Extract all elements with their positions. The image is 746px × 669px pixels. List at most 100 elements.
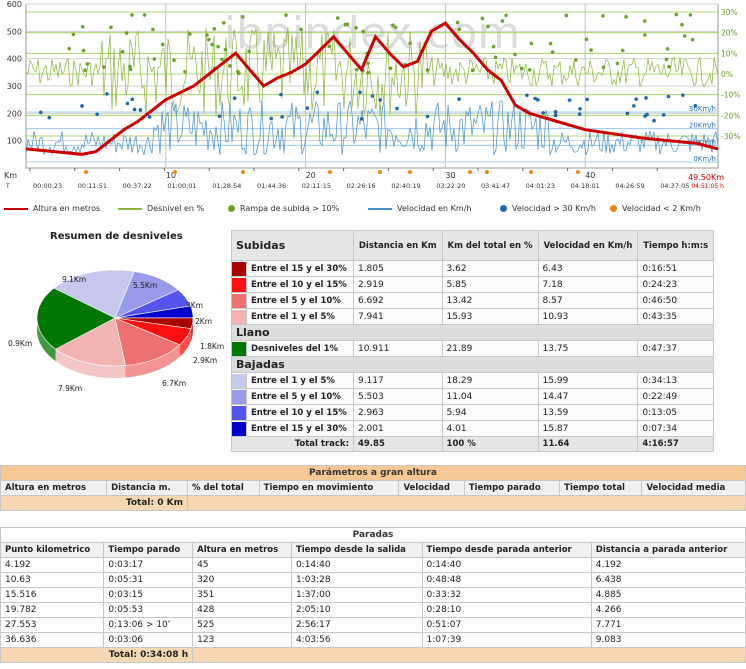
pie-label: 0.9Km — [8, 339, 32, 348]
legend-fast-points: Velocidad > 30 Km/h — [500, 204, 596, 213]
pie-label: 6.7Km — [162, 379, 186, 388]
climb-point — [128, 64, 132, 69]
range-label: Entre el 10 y el 15% — [246, 404, 354, 421]
fast-point — [644, 96, 648, 100]
fast-point — [279, 92, 283, 97]
parada-cell: 7.771 — [590, 617, 746, 633]
fast-point — [680, 93, 685, 97]
parada-cell: 525 — [192, 617, 292, 633]
climb-point — [366, 61, 370, 65]
climb-point — [80, 24, 85, 29]
climb-point — [188, 32, 192, 36]
parada-row: 36.636 0:03:06 123 4:03:56 1:07:39 9.083 — [0, 632, 746, 648]
pie-label: 9.1Km — [62, 275, 86, 284]
altura-title: Parámetros a gran altura — [0, 465, 746, 481]
fast-point — [132, 107, 137, 112]
climb-point — [520, 66, 524, 71]
slow-point — [328, 170, 332, 174]
time-tick: 04:18:01 — [571, 182, 600, 190]
time-tick: 01:00:01 — [167, 182, 196, 190]
paradas-col: Punto kilometrico — [0, 542, 105, 558]
parada-cell: 0:14:40 — [421, 557, 592, 573]
total-time: 4:16:57 — [637, 436, 714, 452]
climb-point — [207, 37, 211, 42]
pie-slice — [54, 317, 126, 367]
parada-cell: 2:56:17 — [290, 617, 423, 633]
climb-point — [361, 29, 365, 34]
pie-slice-side — [125, 344, 180, 378]
parada-cell: 0:14:40 — [290, 557, 423, 573]
climb-point — [393, 25, 398, 30]
distance-cell: 6.692 — [352, 292, 443, 309]
parada-cell: 27.553 — [0, 617, 105, 633]
distance-cell: 5.503 — [352, 388, 443, 405]
parada-cell: 0:33:32 — [421, 587, 592, 603]
time-cell: 0:46:50 — [637, 292, 714, 309]
y-right-tick: -10% — [721, 91, 740, 100]
climb-point — [493, 55, 498, 60]
fast-point — [315, 90, 320, 95]
parada-cell: 0:03:15 — [103, 587, 194, 603]
parada-cell: 4.266 — [590, 602, 746, 618]
grade-series — [25, 27, 719, 117]
parada-row: 10.63 0:05:31 320 1:03:28 0:48:48 6.438 — [0, 572, 746, 588]
y-left-tick: 500 — [7, 27, 22, 36]
climb-point — [142, 13, 147, 17]
legend-slow-points: Velocidad < 2 Km/h — [610, 204, 701, 213]
y-left-tick: 100 — [7, 137, 22, 146]
climb-point — [682, 34, 687, 38]
time-tick: 04:01:23 — [526, 182, 555, 190]
climb-point — [128, 67, 133, 72]
color-swatch — [231, 308, 247, 325]
climb-point — [574, 58, 578, 62]
climb-point — [343, 22, 348, 27]
time-tick: 00:00:23 — [33, 182, 62, 190]
climb-point — [584, 37, 589, 42]
speed-cell: 15.99 — [537, 372, 639, 389]
parada-cell: 19.782 — [0, 602, 105, 618]
desniveles-table: Subidas Distancia en Km Km del total en … — [231, 230, 714, 452]
color-swatch — [231, 292, 247, 309]
col-distancia: Distancia en Km — [352, 230, 443, 261]
altura-col: Velocidad media — [641, 480, 746, 496]
pie-label: 2.9Km — [193, 356, 217, 365]
climb-point — [664, 57, 669, 62]
climb-point — [366, 70, 370, 75]
parada-cell: 123 — [192, 632, 292, 648]
distance-cell: 7.941 — [352, 308, 443, 325]
slow-point — [173, 170, 177, 174]
climb-point — [124, 31, 129, 35]
climb-point — [81, 48, 86, 53]
time-tick: 04:37:05 — [660, 182, 689, 190]
desnivel-pie-chart: 9.1Km 5.5Km 3Km 2Km 1.8Km 2.9Km 6.7Km 7.9Km 0.9K… — [8, 269, 224, 393]
altura-table: Parámetros a gran altura Altura en metro… — [0, 465, 746, 511]
distance-cell: 2.919 — [352, 276, 443, 293]
climb-point — [425, 68, 430, 72]
percent-cell: 11.04 — [441, 388, 539, 405]
speed-tick: 10Km/h — [689, 138, 716, 146]
fast-point — [652, 118, 656, 123]
color-swatch — [231, 260, 247, 277]
parada-cell: 15.516 — [0, 587, 105, 603]
fast-point — [693, 104, 698, 108]
climb-point — [130, 13, 134, 17]
climb-point — [71, 32, 76, 37]
climb-point — [67, 46, 72, 51]
percent-cell: 18.29 — [441, 372, 539, 389]
percent-cell: 5.94 — [441, 404, 539, 421]
fast-point — [553, 113, 558, 118]
climb-point — [223, 47, 228, 52]
altura-total: Total: 0 Km — [0, 495, 188, 511]
parada-cell: 0:03:17 — [103, 557, 194, 573]
percent-cell: 15.93 — [441, 308, 539, 325]
paradas-col: Tiempo desde la salida — [290, 542, 423, 558]
altura-col: Distancia m. — [106, 480, 188, 496]
speed-cell: 7.18 — [537, 276, 639, 293]
fast-point — [95, 112, 99, 117]
desnivel-row: Entre el 5 y el 10% 5.503 11.04 14.47 0:… — [231, 388, 714, 405]
climb-point — [504, 13, 508, 18]
climb-point — [247, 49, 251, 53]
climb-point — [513, 52, 517, 57]
climb-point — [589, 48, 593, 52]
km-tick: 20 — [306, 171, 316, 180]
